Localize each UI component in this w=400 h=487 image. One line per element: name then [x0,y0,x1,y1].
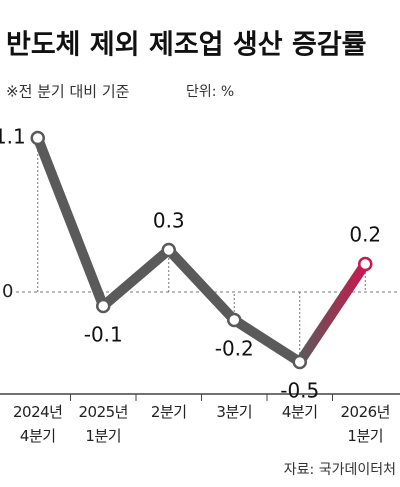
data-label: -0.5 [280,379,319,403]
data-label: 1.1 [0,125,26,149]
x-tick-label: 2025년 1분기 [78,403,129,445]
x-tick-label: 2024년 4분기 [13,403,63,445]
x-tick-label: 2분기 [150,403,187,421]
x-tick-label: 4분기 [281,403,318,421]
x-tick-label: 3분기 [216,403,253,421]
data-label: -0.2 [215,337,254,361]
point [30,130,45,146]
point [292,354,307,370]
chart-title: 반도체 제외 제조업 생산 증감률 [6,30,367,61]
y-tick-label: 0 [2,281,13,302]
data-label: 0.3 [153,209,185,233]
point [358,256,373,272]
point [96,298,111,314]
point [227,312,242,328]
point [161,242,176,258]
line [32,133,371,367]
unit: 단위: % [186,84,234,100]
source: 자료: 국가데이터처 [284,462,396,478]
subtitle: ※전 분기 대비 기준 [6,83,130,101]
x-tick-label: 2026년 1분기 [340,403,391,445]
data-label: -0.1 [84,323,123,347]
data-label: 0.2 [349,223,381,247]
